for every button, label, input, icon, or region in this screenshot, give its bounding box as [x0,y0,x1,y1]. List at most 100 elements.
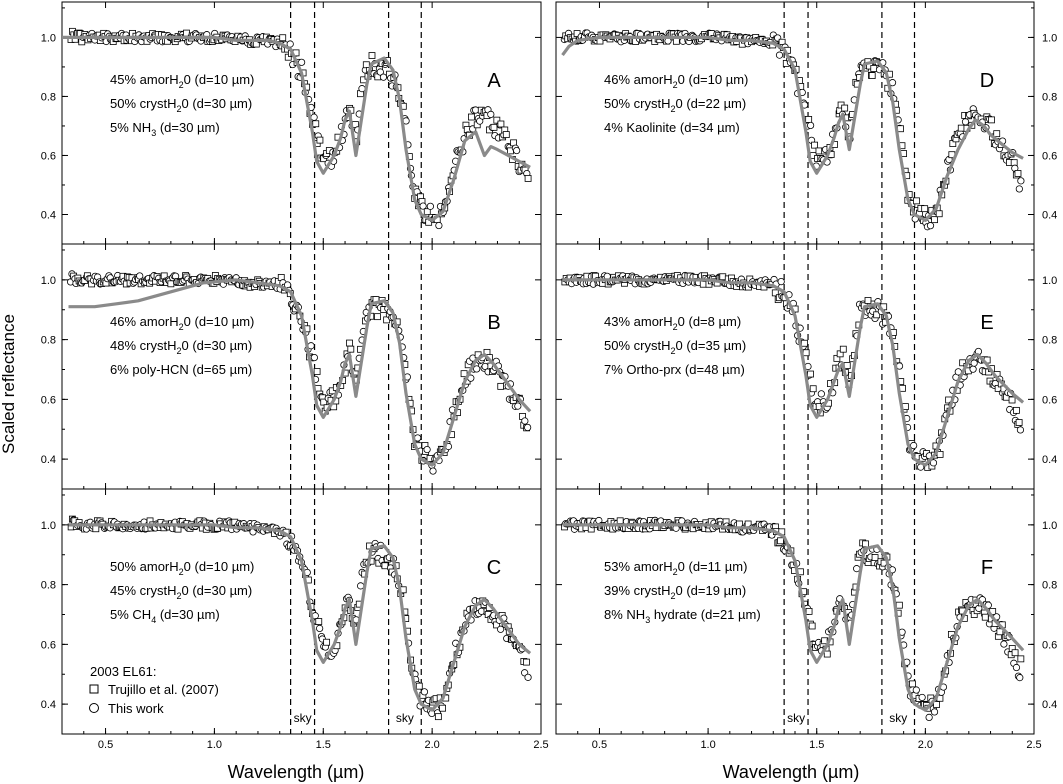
x-tick-label: 1.0 [207,739,222,751]
legend-title: 2003 EL61: [90,664,157,679]
composition-line: 50% amorH20 (d=10 µm) [110,559,254,577]
trujillo-point [497,120,505,128]
composition-line: 7% Ortho-prx (d=48 µm) [604,362,745,377]
trujillo-point [328,387,336,395]
composition-line: 5% NH3 (d=30 µm) [110,120,220,138]
x-axis-label-right: Wavelength (µm) [723,762,860,782]
trujillo-point [92,525,100,533]
x-tick-label: 1.5 [809,739,824,751]
panel-letter: D [980,70,994,92]
this-work-point [930,708,939,716]
trujillo-point [315,618,323,625]
trujillo-point [981,613,989,621]
trujillo-point [996,628,1004,636]
trujillo-point [347,345,355,353]
x-tick-label: 1.5 [316,739,331,751]
trujillo-point [802,349,810,357]
y-tick-label: 0.6 [41,150,56,162]
panel-letter: E [980,312,993,334]
this-work-point [497,625,505,633]
legend-entry-this-work: This work [108,701,164,716]
trujillo-point [423,208,431,216]
x-tick-label: 2.0 [918,739,933,751]
panel-d: 0.4 0.6 0.8 1.0 D 46% amorH20 (d=10 µm) 50% cr… [555,1,1057,245]
trujillo-point [868,72,876,79]
model-curve [62,35,531,222]
trujillo-point [1015,419,1023,426]
trujillo-point [346,339,353,347]
chart-panels: 0.4 0.6 0.8 1.0 A 45% amorH20 (d=10 µm) 50% cr… [41,1,1057,751]
composition-line: 48% crystH20 (d=30 µm) [110,338,252,356]
legend: 2003 EL61: Trujillo et al. (2007) This w… [89,664,219,716]
sky-label: sky [294,711,312,725]
this-work-point [777,277,785,286]
trujillo-point [871,554,879,561]
model-curve [562,278,1025,467]
trujillo-point [815,147,823,155]
trujillo-point [933,701,940,708]
model-curve [68,278,532,467]
this-work-point [910,441,918,450]
trujillo-point [362,61,370,69]
this-work-point [1016,426,1025,434]
y-tick-label: 0.6 [1042,394,1057,406]
trujillo-point [167,280,175,288]
y-tick-label: 1.0 [41,32,56,44]
trujillo-point [497,382,505,390]
composition-line: 5% CH4 (d=30 µm) [110,607,220,625]
trujillo-point [957,124,965,132]
trujillo-point [1011,649,1019,657]
trujillo-point [672,37,680,45]
this-work-point [423,445,431,454]
trujillo-point [801,339,808,347]
y-tick-label: 1.0 [1042,32,1057,44]
y-tick-label: 0.4 [41,454,56,466]
y-tick-label: 1.0 [1042,520,1057,532]
trujillo-point [415,682,423,690]
this-work-point [925,713,933,721]
panel-letter: A [487,70,501,92]
trujillo-point [841,104,849,112]
trujillo-point [935,210,943,218]
this-work-point [310,113,318,121]
panel-letter: B [487,312,500,334]
y-tick-label: 0.6 [41,639,56,651]
composition-line: 8% NH3 hydrate (d=21 µm) [604,607,761,625]
panel-letter: C [487,557,501,579]
trujillo-point [490,123,498,131]
trujillo-point [1008,396,1016,404]
legend-square-marker [89,684,99,694]
trujillo-point [279,34,287,42]
this-work-point [471,106,480,114]
trujillo-point [839,345,847,353]
sky-label: sky [787,711,805,725]
trujillo-point [873,311,881,319]
y-tick-label: 1.0 [1042,275,1057,287]
y-tick-label: 0.4 [41,209,56,221]
y-tick-label: 0.6 [1042,639,1057,651]
this-work-point [775,51,784,59]
sky-label: sky [889,711,907,725]
legend-circle-marker [89,703,99,713]
trujillo-point [864,297,872,304]
trujillo-point [895,601,903,609]
x-tick-label: 2.0 [424,739,439,751]
trujillo-point [993,130,1001,138]
trujillo-point [468,113,475,121]
trujillo-point [809,385,817,393]
composition-line: 46% amorH20 (d=10 µm) [604,72,748,90]
this-work-point [521,417,529,425]
model-curve [68,523,532,712]
y-axis-label: Scaled reflectance [0,314,18,454]
composition-line: 50% crystH20 (d=22 µm) [604,96,746,114]
this-work-point [1017,177,1025,185]
this-work-point [310,353,318,362]
composition-line: 50% crystH20 (d=35 µm) [604,338,746,356]
trujillo-point [805,116,813,123]
this-work-point [513,146,521,155]
composition-line: 6% poly-HCN (d=65 µm) [110,362,252,377]
this-work-point [316,624,324,632]
this-work-point [435,221,443,230]
x-tick-label: 2.5 [533,739,548,751]
